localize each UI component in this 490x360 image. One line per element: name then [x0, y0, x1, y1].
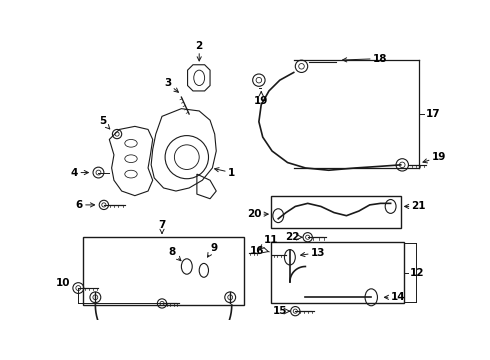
Text: 12: 12 [410, 267, 424, 278]
Bar [270, 242, 404, 303]
Text: 16: 16 [250, 246, 264, 256]
Text: 4: 4 [71, 167, 88, 177]
Text: 8: 8 [169, 247, 181, 261]
Text: 21: 21 [405, 202, 426, 211]
Text: 2: 2 [196, 41, 203, 61]
Text: 11: 11 [260, 235, 279, 249]
Bar [83, 237, 244, 305]
Text: 19: 19 [423, 152, 446, 163]
Text: 14: 14 [385, 292, 405, 302]
Text: 20: 20 [246, 209, 268, 219]
Text: 3: 3 [164, 78, 178, 92]
Text: 17: 17 [425, 109, 440, 119]
Text: 7: 7 [158, 220, 166, 233]
Text: 9: 9 [207, 243, 217, 257]
Text: 19: 19 [254, 92, 269, 105]
Text: 15: 15 [273, 306, 288, 316]
Bar [270, 195, 401, 228]
Text: 5: 5 [99, 116, 110, 129]
Text: 6: 6 [75, 200, 95, 210]
Text: 18: 18 [343, 54, 387, 64]
Text: 22: 22 [286, 232, 300, 242]
Text: 13: 13 [301, 248, 325, 258]
Text: 1: 1 [215, 167, 235, 177]
Text: 10: 10 [56, 278, 71, 288]
